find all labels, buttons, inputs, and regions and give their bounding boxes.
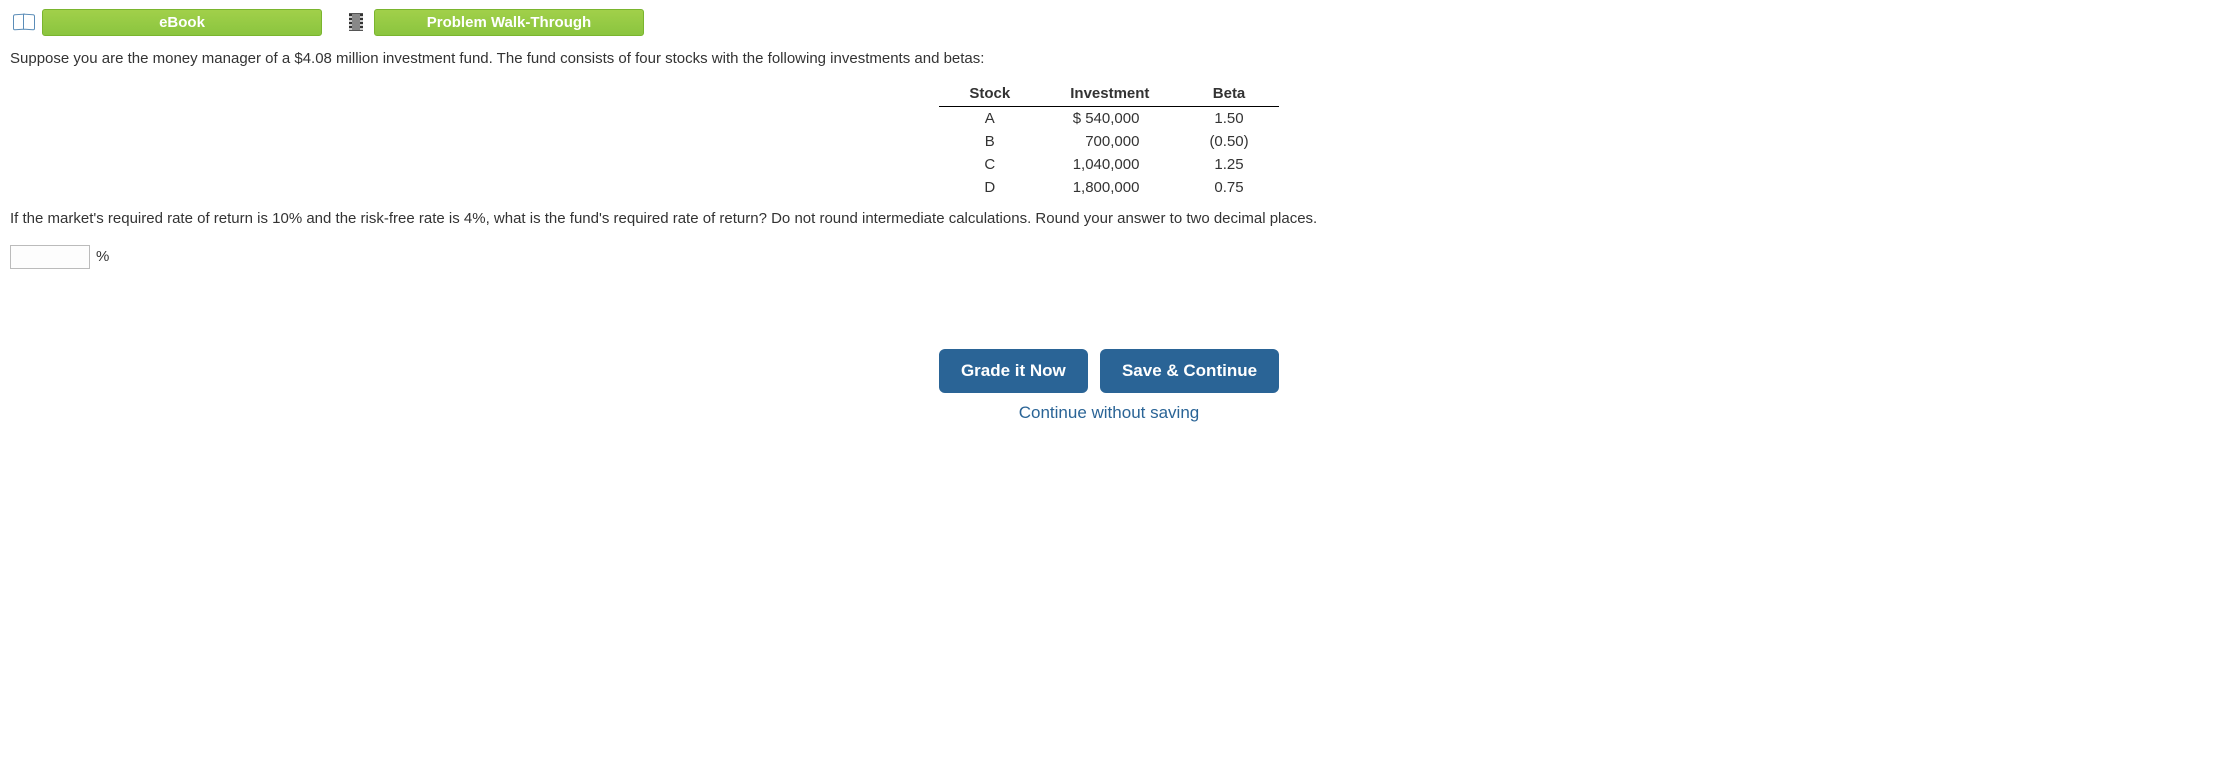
answer-input[interactable]: [10, 245, 90, 269]
stock-table: Stock Investment Beta A $ 540,000 1.50 B…: [939, 81, 1278, 199]
answer-row: %: [10, 245, 2208, 269]
cell-stock: D: [939, 176, 1040, 199]
cell-stock: B: [939, 130, 1040, 153]
film-icon: [342, 8, 370, 36]
cell-beta: 1.50: [1179, 106, 1278, 130]
walkthrough-button-wrap: Problem Walk-Through: [342, 8, 644, 36]
ebook-button-wrap: eBook: [10, 8, 322, 36]
save-continue-button[interactable]: Save & Continue: [1100, 349, 1279, 393]
cell-beta: (0.50): [1179, 130, 1278, 153]
table-row: A $ 540,000 1.50: [939, 106, 1278, 130]
cell-beta: 0.75: [1179, 176, 1278, 199]
table-header-row: Stock Investment Beta: [939, 81, 1278, 107]
cell-investment: 700,000: [1040, 130, 1179, 153]
cell-beta: 1.25: [1179, 153, 1278, 176]
book-icon: [10, 8, 38, 36]
question-text: If the market's required rate of return …: [10, 207, 2208, 231]
table-row: B 700,000 (0.50): [939, 130, 1278, 153]
cell-investment: 1,040,000: [1040, 153, 1179, 176]
table-row: C 1,040,000 1.25: [939, 153, 1278, 176]
walkthrough-button[interactable]: Problem Walk-Through: [374, 9, 644, 36]
intro-text: Suppose you are the money manager of a $…: [10, 48, 2208, 71]
header-stock: Stock: [939, 81, 1040, 107]
ebook-button[interactable]: eBook: [42, 9, 322, 36]
header-investment: Investment: [1040, 81, 1179, 107]
cell-stock: C: [939, 153, 1040, 176]
cell-investment: $ 540,000: [1040, 106, 1179, 130]
percent-label: %: [96, 248, 109, 265]
bottom-button-bar: Grade it Now Save & Continue Continue wi…: [10, 349, 2208, 423]
header-beta: Beta: [1179, 81, 1278, 107]
grade-button[interactable]: Grade it Now: [939, 349, 1088, 393]
top-button-bar: eBook Problem Walk-Through: [10, 8, 2208, 36]
table-row: D 1,800,000 0.75: [939, 176, 1278, 199]
cell-investment: 1,800,000: [1040, 176, 1179, 199]
continue-without-saving-link[interactable]: Continue without saving: [10, 403, 2208, 423]
cell-stock: A: [939, 106, 1040, 130]
